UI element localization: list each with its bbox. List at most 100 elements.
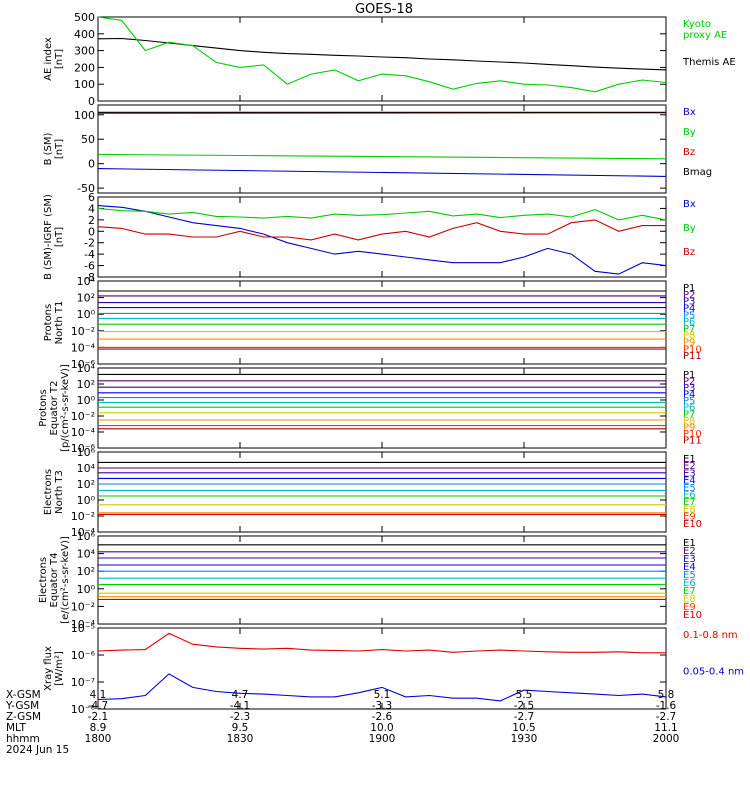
bottom-row-value: 10.0 [370,722,394,734]
panel-8: 10⁻⁵ 10⁻⁶ 10⁻⁷ 10⁻⁸ Xray flux[W/m²] 0.1-0.8 n… [43,622,744,716]
panel-frame [97,367,667,449]
bottom-row-value: -2.7 [655,711,677,723]
bottom-row-value: -2.7 [513,711,535,723]
series-line-bz [97,112,667,114]
y-tick-label: 10⁰ [77,494,96,507]
y-tick-label: 10⁻⁶ [71,649,96,662]
legend-label: E6 [683,578,696,589]
y-tick-label: 300 [74,45,95,58]
legend-label: P2 [683,377,695,388]
bottom-row-value: -4.1 [229,700,251,712]
legend-label: P10 [683,429,702,440]
plot-title: GOES-18 [355,2,413,17]
y-tick-label: 500 [74,11,95,24]
legend-label: E10 [683,519,702,530]
legend-label: P7 [683,409,695,420]
legend-label: E10 [683,610,702,621]
legend-label: P5 [683,396,695,407]
bottom-row-value: 10.5 [512,722,536,734]
legend-label: E7 [683,586,696,597]
y-tick-label: 10⁰ [77,308,96,321]
y-tick-label: 10⁴ [77,275,96,288]
legend-label: P9 [683,338,695,349]
series-line-themis-ae [97,37,667,71]
legend-label: E4 [683,562,696,573]
bottom-row-value: 4.7 [231,689,249,701]
bottom-row-value: 5.5 [515,689,533,701]
y-tick-label: 10⁰ [77,583,96,596]
panel-frame [97,451,667,533]
legend-label: P3 [683,297,695,308]
bottom-row-value: -2.5 [513,700,535,712]
y-axis-label: ProtonsEquator T2[p/(cm²-s-sr-keV)] [38,364,71,452]
bottom-row-value: 11.1 [654,722,678,734]
legend-label: E6 [683,490,696,501]
y-tick-label: 10² [77,292,95,305]
series-line-by [97,207,667,221]
bottom-row-value: -1.6 [655,700,677,712]
legend-label: P8 [683,331,695,342]
y-tick-label: 10⁻⁸ [71,703,96,716]
bottom-row-label: Y-GSM [6,700,40,712]
legend-label: E2 [683,546,696,557]
bottom-row-value: -2.3 [229,711,251,723]
bottom-row-label: Z-GSM [6,711,42,723]
legend-label: E9 [683,602,696,613]
y-tick-label: 10² [77,378,95,391]
legend-label: P11 [683,435,702,446]
legend-label: E3 [683,468,696,479]
legend-label: E1 [683,454,696,465]
bottom-row-value: 5.8 [657,689,675,701]
y-axis-label: B (SM)[nT] [43,132,65,165]
y-tick-label: -6 [84,260,95,273]
series-line-0-05-0-4-nm [97,673,667,702]
y-tick-label: 400 [74,28,95,41]
y-axis-label: ElectronsEquator T4[e/(cm²-s-sr-keV)] [38,536,71,624]
bottom-row-label: X-GSM [6,689,41,701]
y-tick-label: 0 [88,95,95,108]
y-tick-label: 10⁻⁷ [71,676,95,689]
y-axis-label: ElectronsNorth T3 [43,469,65,515]
legend-label: P8 [683,416,695,427]
bottom-row-label: MLT [6,722,26,734]
y-tick-label: 10² [77,478,95,491]
legend-label: E4 [683,476,696,487]
y-axis-label: AE index[nT] [43,37,65,81]
legend-label: Bz [683,147,695,158]
legend-label: E3 [683,554,696,565]
y-tick-label: 0 [88,225,95,238]
panel-frame [97,16,667,102]
legend-label: P4 [683,303,695,314]
y-tick-label: 100 [74,78,95,91]
y-tick-label: -8 [84,271,95,284]
y-axis-label: B (SM)-IGRF (SM)[nT] [43,194,65,280]
bottom-row-value: 2000 [652,733,680,745]
date-label: 2024 Jun 15 [6,744,70,756]
legend-label: P9 [683,422,695,433]
series-line-0-1-0-8-nm [97,632,666,654]
y-tick-label: 10⁻² [71,410,95,423]
legend-label: By [683,127,696,138]
y-tick-label: 100 [74,109,95,122]
y-tick-label: 6 [88,191,95,204]
y-tick-label: 10⁴ [77,362,96,375]
bottom-row-value: -2.1 [87,711,109,723]
panel-2: 100 50 0 -50 B (SM)[nT] Bx By Bz Bmag [43,104,712,195]
panel-frame [97,104,667,194]
legend-label: P11 [683,351,702,362]
y-tick-label: 200 [74,61,95,74]
y-tick-label: -4 [84,248,95,261]
legend-label: E2 [683,461,696,472]
y-tick-label: 10⁴ [77,462,96,475]
legend-label: P5 [683,310,695,321]
bottom-row-value: -4.7 [87,700,109,712]
bottom-row-value: 9.5 [231,722,249,734]
legend-label: Bz [683,247,695,258]
legend-label: E8 [683,594,696,605]
legend-label: E5 [683,570,696,581]
legend-label: P6 [683,317,695,328]
